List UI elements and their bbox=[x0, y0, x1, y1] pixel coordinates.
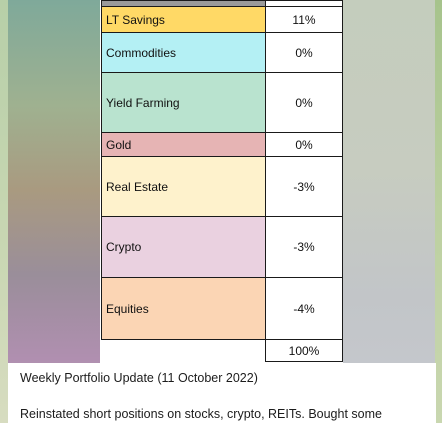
asset-name-cell: Yield Farming bbox=[101, 72, 266, 133]
table-row: Real Estate -3% bbox=[101, 156, 343, 217]
background-wallpaper-right-edge bbox=[435, 0, 442, 423]
message-title: Weekly Portfolio Update (11 October 2022… bbox=[20, 371, 258, 385]
asset-name-cell: Equities bbox=[101, 277, 266, 340]
asset-pct-cell: 0% bbox=[265, 32, 343, 73]
table-row-total: 100% bbox=[101, 339, 343, 362]
asset-name-cell: Commodities bbox=[101, 32, 266, 73]
table-row: Crypto -3% bbox=[101, 216, 343, 278]
background-wallpaper-left-edge bbox=[0, 0, 8, 423]
background-wallpaper-right bbox=[343, 0, 442, 423]
asset-pct-cell: 11% bbox=[265, 6, 343, 33]
table-row: Commodities 0% bbox=[101, 32, 343, 73]
table-row: Gold 0% bbox=[101, 132, 343, 157]
portfolio-allocation-image[interactable]: LT Savings 11% Commodities 0% Yield Farm… bbox=[100, 0, 343, 363]
asset-pct-cell: -4% bbox=[265, 277, 343, 340]
asset-pct-cell: 0% bbox=[265, 132, 343, 157]
asset-pct-cell: -3% bbox=[265, 216, 343, 278]
asset-pct-cell: 0% bbox=[265, 72, 343, 133]
asset-name-cell: Real Estate bbox=[101, 156, 266, 217]
asset-pct-cell: -3% bbox=[265, 156, 343, 217]
table-row: LT Savings 11% bbox=[101, 6, 343, 33]
background-wallpaper-left bbox=[0, 0, 100, 423]
total-pct-cell: 100% bbox=[265, 339, 343, 362]
table-row: Equities -4% bbox=[101, 277, 343, 340]
allocation-table: LT Savings 11% Commodities 0% Yield Farm… bbox=[101, 0, 343, 362]
total-label-cell bbox=[101, 339, 266, 362]
message-body: Reinstated short positions on stocks, cr… bbox=[20, 407, 382, 421]
table-row: Yield Farming 0% bbox=[101, 72, 343, 133]
asset-name-cell: LT Savings bbox=[101, 6, 266, 33]
asset-name-cell: Crypto bbox=[101, 216, 266, 278]
asset-name-cell: Gold bbox=[101, 132, 266, 157]
message-bubble[interactable]: Weekly Portfolio Update (11 October 2022… bbox=[8, 363, 436, 423]
